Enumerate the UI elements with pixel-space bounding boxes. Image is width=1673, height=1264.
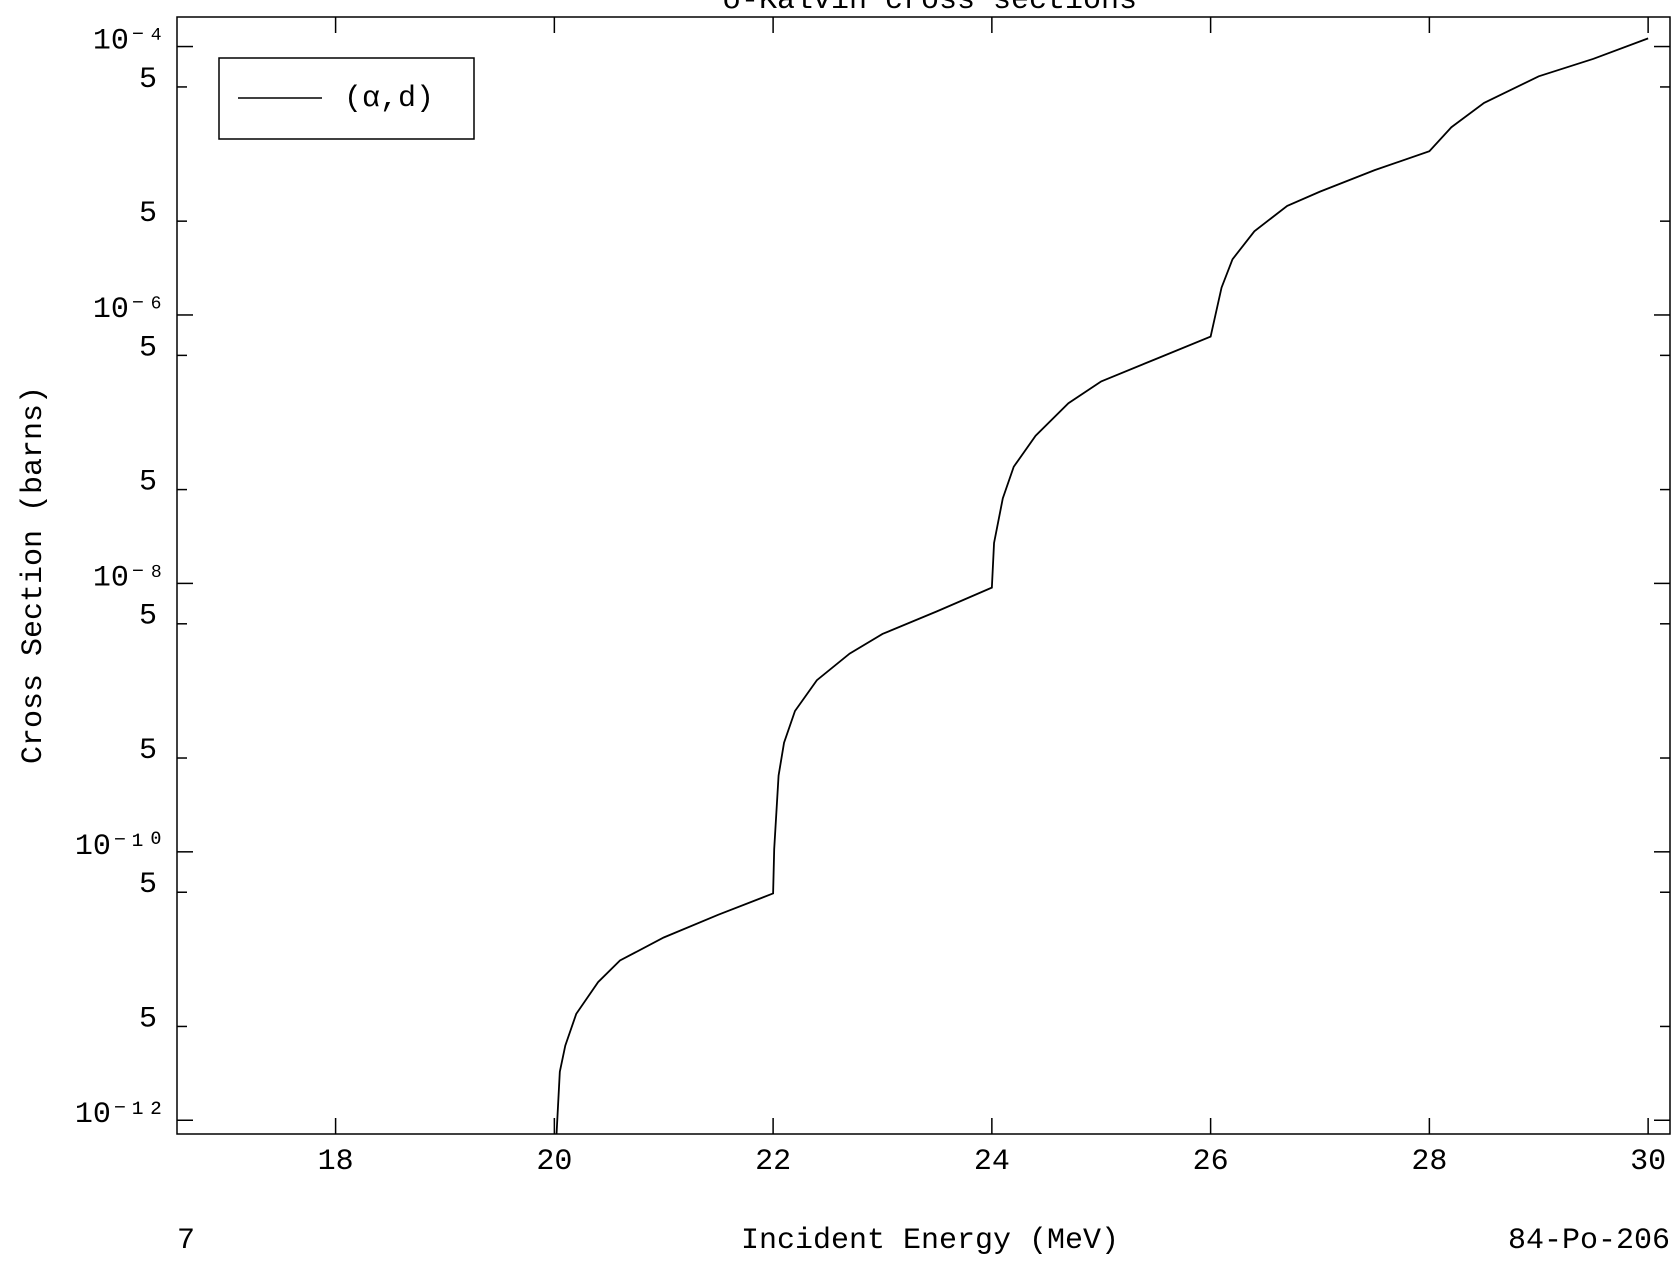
y-tick-label: 5: [139, 868, 157, 902]
y-tick-label: 5: [139, 600, 157, 634]
x-tick-label: 30: [1630, 1145, 1666, 1179]
x-axis-label: Incident Energy (MeV): [741, 1224, 1119, 1258]
plot-frame: [176, 16, 1671, 1135]
x-tick-label: 28: [1411, 1145, 1447, 1179]
x-tick-label: 20: [536, 1145, 572, 1179]
x-tick-label: 22: [755, 1145, 791, 1179]
legend-label: (α,d): [344, 82, 434, 116]
y-tick-label: 10⁻¹⁰: [75, 830, 165, 864]
x-tick-label: 18: [318, 1145, 354, 1179]
y-tick-label: 5: [139, 197, 157, 231]
y-tick-label: 10⁻⁴: [93, 24, 165, 58]
y-tick-label: 10⁻⁶: [93, 293, 165, 327]
y-tick-label: 10⁻¹²: [75, 1098, 165, 1132]
x-tick-label: 24: [974, 1145, 1010, 1179]
y-tick-label: 5: [139, 1002, 157, 1036]
y-tick-label: 5: [139, 63, 157, 97]
y-tick-label: 10⁻⁸: [93, 561, 165, 595]
y-tick-label: 5: [139, 331, 157, 365]
x-tick-label: 26: [1193, 1145, 1229, 1179]
corner-note: 84-Po-206: [1508, 1224, 1670, 1258]
y-axis-label: Cross Section (barns): [17, 386, 51, 764]
y-tick-label: 5: [139, 466, 157, 500]
chart-title: σ-Kalvin cross sections: [723, 0, 1137, 18]
data-line: [555, 37, 1649, 1135]
y-tick-label: 5: [139, 734, 157, 768]
corner-note: 7: [177, 1224, 195, 1258]
